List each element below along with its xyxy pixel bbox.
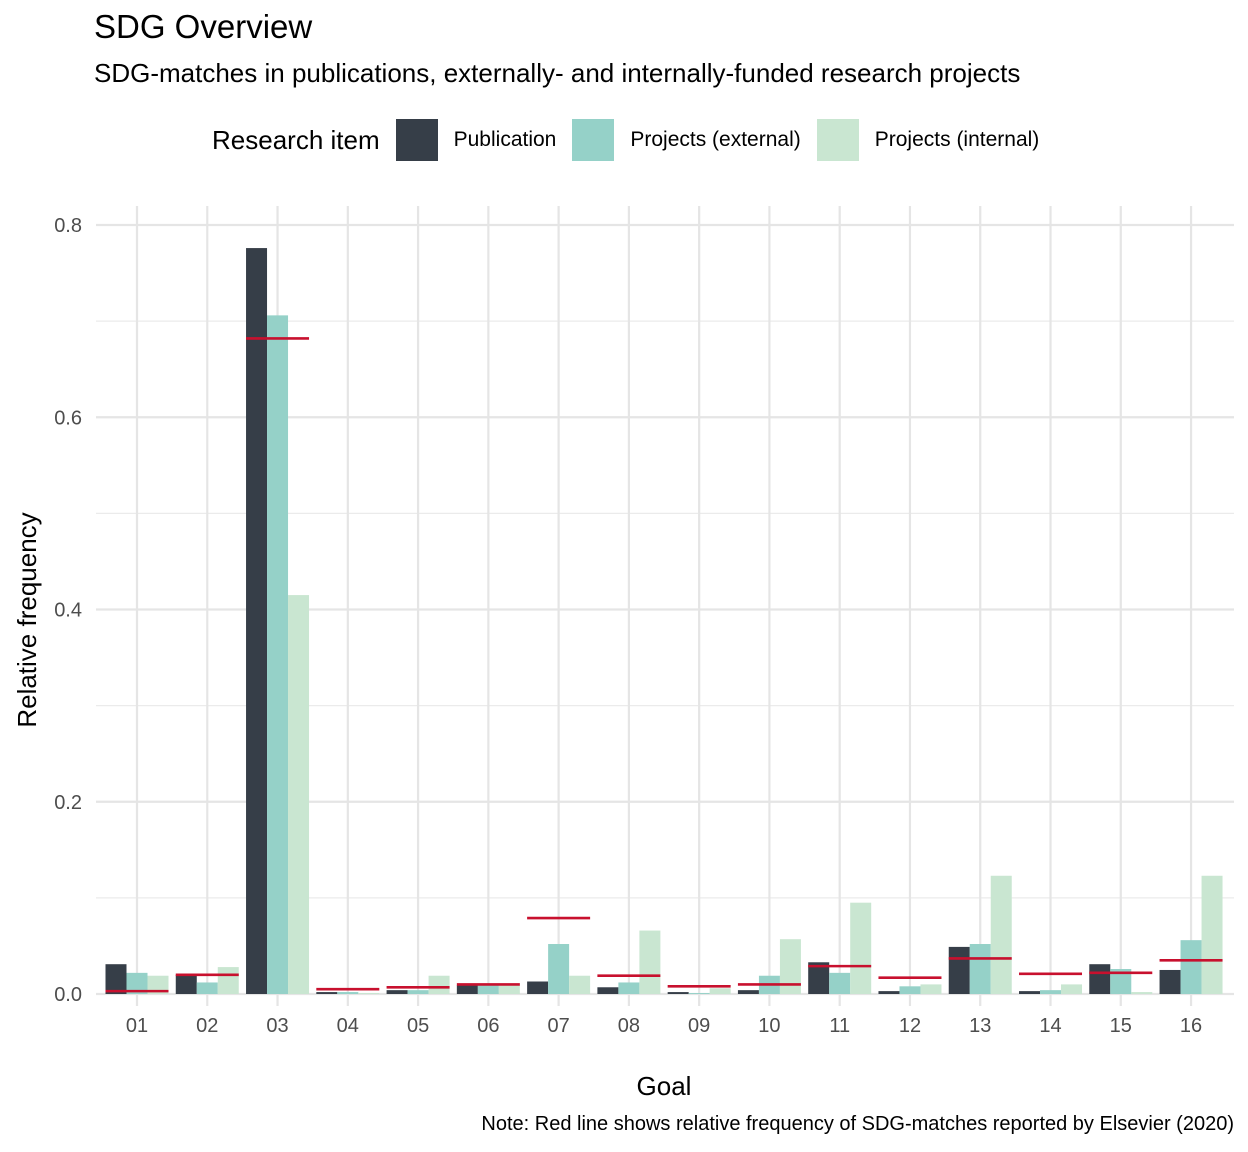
y-tick-label: 0.0 — [54, 984, 82, 1006]
bar-publication-15 — [1089, 964, 1111, 994]
bar-projects-internal-06 — [498, 985, 520, 994]
x-axis-ticks: 01 02 03 04 05 06 07 08 09 10 11 12 13 14 15 16 — [126, 1015, 1202, 1037]
bar-projects-external-09 — [688, 993, 710, 994]
y-tick-label: 0.8 — [54, 215, 82, 237]
legend-label-projects-external: Projects (external) — [630, 128, 801, 151]
legend-swatch-publication — [395, 119, 438, 161]
y-axis-title: Relative frequency — [12, 512, 42, 727]
bar-projects-external-05 — [407, 990, 429, 994]
chart-caption: Note: Red line shows relative frequency … — [481, 1113, 1234, 1135]
bar-projects-external-15 — [1110, 969, 1132, 994]
bar-projects-external-02 — [196, 982, 218, 994]
legend-label-publication: Publication — [453, 128, 557, 151]
y-axis-ticks: 0.0 0.2 0.4 0.6 0.8 — [54, 215, 82, 1006]
legend-item-projects-external: Projects (external) — [572, 119, 801, 161]
bar-publication-08 — [597, 987, 619, 994]
bar-publication-01 — [105, 964, 127, 994]
bar-publication-05 — [386, 990, 408, 994]
x-tick-label: 07 — [547, 1015, 569, 1037]
bar-publication-10 — [737, 990, 759, 994]
bar-projects-external-12 — [899, 986, 921, 994]
y-tick-label: 0.6 — [54, 407, 82, 429]
bar-projects-internal-12 — [920, 984, 942, 994]
x-axis-title: Goal — [637, 1071, 692, 1101]
x-tick-label: 06 — [477, 1015, 499, 1037]
legend-item-projects-internal: Projects (internal) — [816, 119, 1040, 161]
x-tick-label: 03 — [266, 1015, 288, 1037]
chart-subtitle: SDG-matches in publications, externally-… — [94, 58, 1021, 88]
bar-projects-external-13 — [969, 944, 991, 994]
legend-swatch-projects-internal — [816, 119, 859, 161]
bar-projects-internal-10 — [779, 939, 801, 994]
bar-projects-internal-07 — [569, 975, 591, 994]
bar-publication-13 — [948, 946, 970, 994]
x-tick-label: 05 — [407, 1015, 429, 1037]
bar-publication-14 — [1019, 991, 1041, 994]
bar-projects-external-06 — [477, 985, 499, 994]
bar-publication-03 — [246, 248, 268, 994]
x-tick-label: 16 — [1180, 1015, 1202, 1037]
bar-publication-11 — [808, 962, 830, 994]
x-tick-label: 04 — [337, 1015, 359, 1037]
y-tick-label: 0.4 — [54, 600, 82, 622]
bar-projects-internal-01 — [147, 975, 169, 994]
reference-lines — [105, 337, 1223, 993]
legend-item-publication: Publication — [395, 119, 557, 161]
bar-publication-04 — [316, 992, 338, 994]
bar-publication-12 — [878, 991, 900, 994]
x-tick-label: 02 — [196, 1015, 218, 1037]
bar-projects-internal-13 — [990, 875, 1012, 994]
x-tick-label: 12 — [899, 1015, 921, 1037]
x-tick-label: 08 — [618, 1015, 640, 1037]
bar-projects-external-14 — [1040, 990, 1062, 994]
bar-publication-07 — [527, 981, 549, 994]
bar-projects-internal-14 — [1061, 984, 1083, 994]
bar-projects-internal-03 — [288, 595, 310, 994]
bar-publication-09 — [667, 992, 689, 994]
bar-projects-internal-02 — [217, 967, 239, 994]
legend: Research item Publication Projects (exte… — [212, 118, 1055, 162]
legend-label-projects-internal: Projects (internal) — [874, 128, 1040, 151]
chart-title: SDG Overview — [94, 8, 313, 45]
bar-projects-internal-09 — [709, 988, 731, 994]
bar-publication-16 — [1159, 969, 1181, 994]
y-tick-label: 0.2 — [54, 792, 82, 814]
bar-projects-external-07 — [548, 944, 570, 994]
x-tick-label: 13 — [969, 1015, 991, 1037]
x-tick-label: 11 — [829, 1015, 850, 1037]
bar-projects-internal-11 — [850, 902, 872, 994]
legend-swatch-projects-external — [572, 119, 615, 161]
bars — [105, 248, 1223, 994]
bar-projects-internal-16 — [1201, 875, 1223, 994]
bar-projects-external-01 — [126, 972, 148, 994]
bar-projects-internal-15 — [1131, 992, 1153, 994]
bar-projects-external-03 — [267, 315, 289, 994]
bar-projects-internal-08 — [639, 930, 661, 994]
bar-projects-external-04 — [337, 992, 359, 994]
bar-projects-external-16 — [1180, 940, 1202, 994]
x-tick-label: 01 — [126, 1015, 148, 1037]
bar-projects-external-08 — [618, 982, 640, 994]
legend-title: Research item — [212, 124, 380, 155]
bar-projects-internal-05 — [428, 975, 450, 994]
bar-publication-06 — [456, 985, 478, 994]
bar-projects-internal-04 — [358, 993, 380, 994]
bar-publication-02 — [175, 974, 197, 994]
x-tick-label: 15 — [1110, 1015, 1132, 1037]
x-tick-label: 14 — [1039, 1015, 1061, 1037]
x-tick-label: 10 — [758, 1015, 780, 1037]
x-tick-label: 09 — [688, 1015, 710, 1037]
bar-projects-external-11 — [829, 972, 851, 994]
